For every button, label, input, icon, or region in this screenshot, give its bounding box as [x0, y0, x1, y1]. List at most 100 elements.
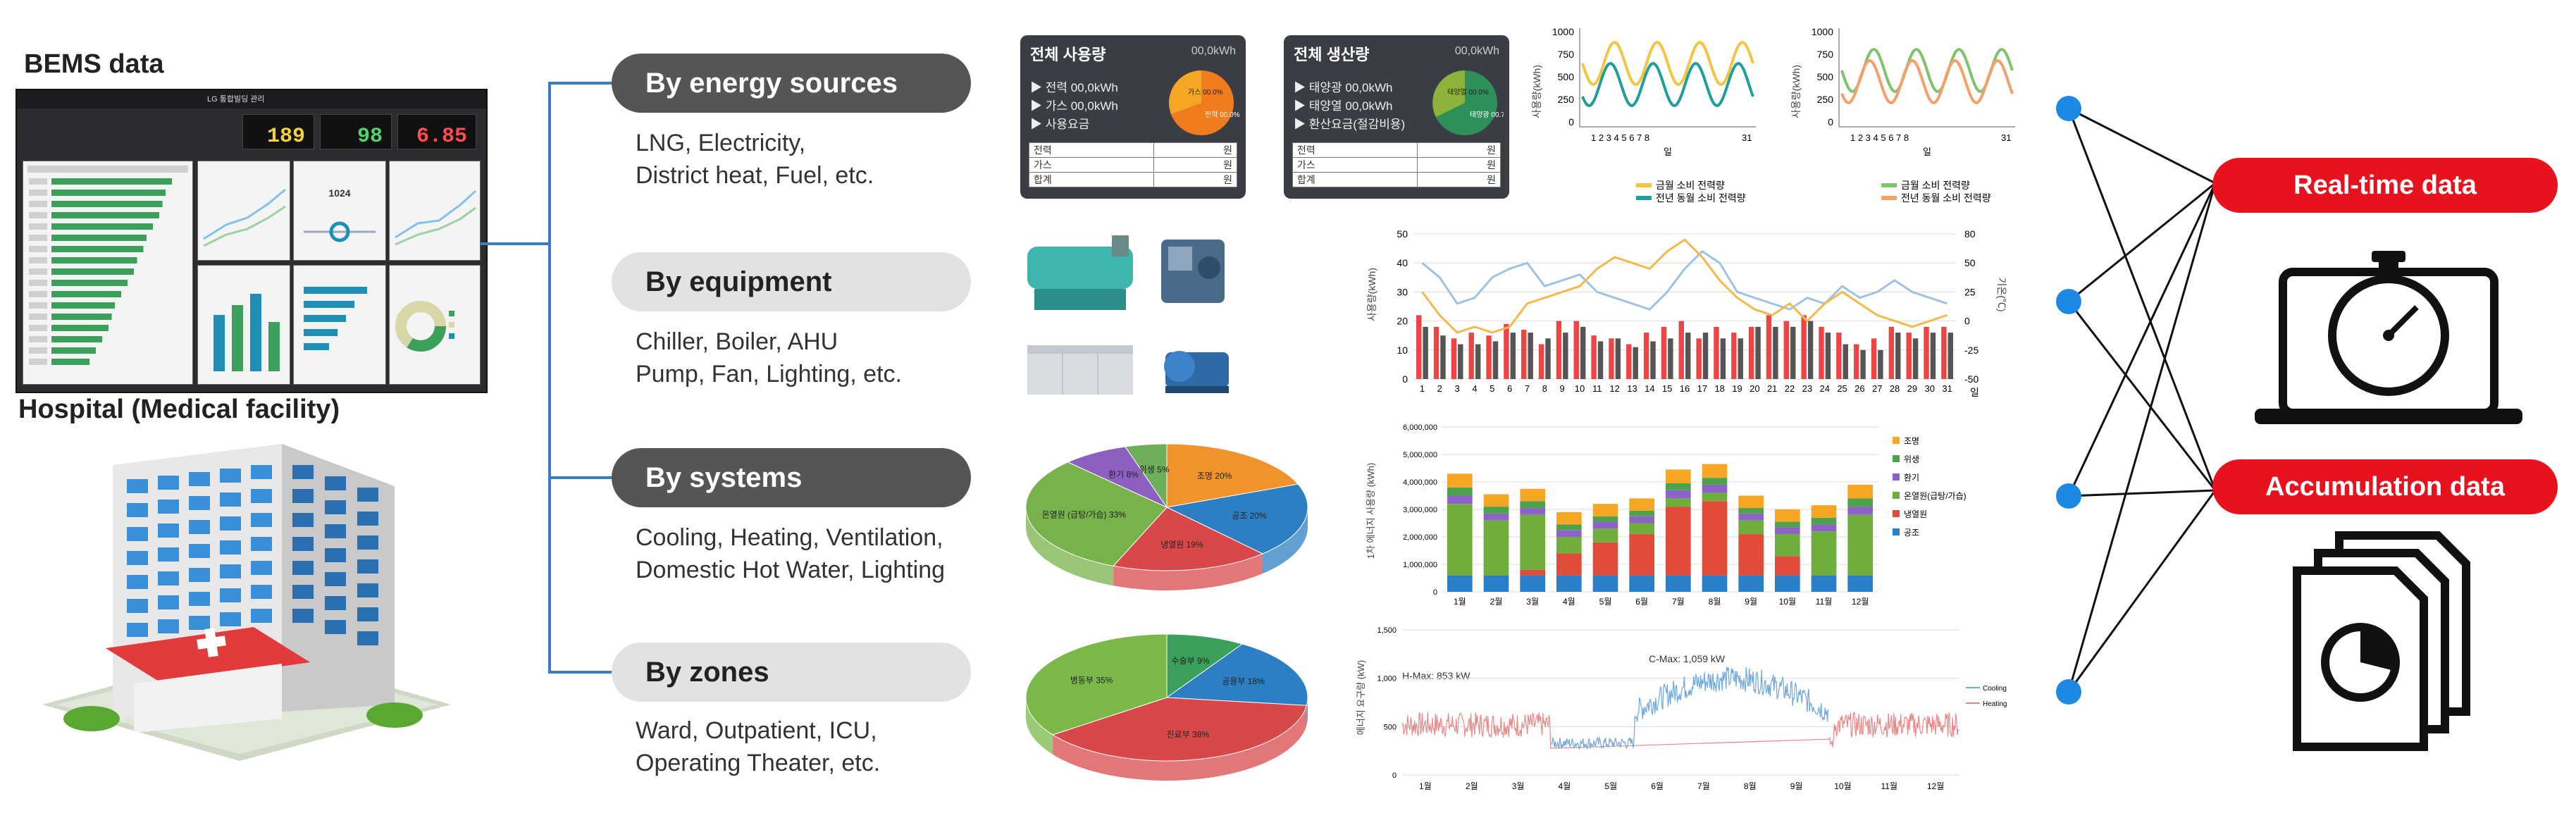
axis-label: 사용량(kWh)	[1366, 268, 1377, 321]
stacked-bar-segment	[1775, 556, 1800, 576]
category-equipment: By equipment	[612, 252, 971, 311]
tick-label: 1000	[1812, 26, 1833, 37]
tick-label: 80	[1964, 228, 1976, 240]
axis-label: 에너지 요구량 (kW)	[1356, 660, 1366, 735]
stacked-bar-segment	[1811, 575, 1837, 592]
dashboard-bar-label	[29, 268, 47, 275]
bar-list-graphic	[27, 166, 188, 365]
dashboard-bar	[51, 212, 159, 218]
tick-label: 9	[1560, 383, 1565, 394]
stacked-bar-segment	[1592, 575, 1618, 592]
pie-slice-side	[1113, 553, 1263, 590]
ahu-icon	[1027, 345, 1133, 395]
gauge-graphic: 1024	[304, 187, 376, 242]
table-cell: 가스	[1292, 157, 1418, 173]
window	[325, 620, 346, 634]
tick-label: 500	[1558, 71, 1575, 82]
stacked-bar-segment	[1629, 498, 1654, 511]
category-desc-line: Operating Theater, etc.	[636, 750, 881, 776]
stacked-bar-segment	[1447, 473, 1473, 488]
stacked-bar-segment	[1666, 507, 1691, 576]
tick-label: 29	[1907, 383, 1917, 394]
window	[189, 592, 210, 606]
connector-horizontal	[481, 242, 550, 245]
tick-label: 11월	[1881, 781, 1898, 791]
bar	[1853, 344, 1859, 379]
data-node-2	[2056, 289, 2081, 314]
bar	[1912, 338, 1919, 379]
dashboard-bar	[51, 325, 109, 331]
stacked-bar-segment	[1592, 504, 1618, 516]
bar	[1486, 335, 1492, 379]
window	[220, 564, 241, 578]
bar	[1510, 333, 1516, 379]
bar	[1836, 333, 1842, 379]
category-desc-line: Pump, Fan, Lighting, etc.	[636, 361, 902, 388]
legend-label: 금월 소비 전력량	[1656, 180, 1725, 191]
legend-label: 온열원(급탕/가습)	[1904, 491, 1967, 501]
bar	[1807, 321, 1814, 379]
summary-table: 전력 원 가스 원 합계 원	[1029, 142, 1238, 187]
bar	[1924, 326, 1929, 379]
column-graphic	[213, 294, 280, 371]
bar	[1702, 333, 1709, 379]
window	[292, 561, 314, 575]
bar	[1626, 344, 1632, 379]
window	[357, 535, 378, 550]
category-desc-line: LNG, Electricity,	[636, 130, 806, 156]
dashboard-bar	[51, 246, 144, 252]
tick-label: 0	[1828, 116, 1833, 128]
connector-branch-zones	[548, 671, 613, 674]
stacked-bar-segment	[1702, 501, 1728, 576]
dashboard-bar	[51, 302, 115, 309]
bar	[1755, 326, 1761, 379]
tick-label: 1,000,000	[1403, 561, 1437, 569]
tick-label: 30	[1925, 383, 1935, 394]
dashboard-bar	[51, 359, 89, 365]
stacked-bar-segment	[1738, 575, 1764, 592]
window	[357, 559, 378, 574]
legend-swatch	[1893, 437, 1900, 444]
hospital-title: Hospital (Medical facility)	[18, 395, 340, 424]
tick-label: 4월	[1563, 597, 1575, 607]
stacked-bar-segment	[1483, 494, 1509, 507]
stacked-bar-segment	[1702, 492, 1728, 502]
tick-label: 10월	[1779, 597, 1796, 607]
stacked-bar-segment	[1520, 569, 1545, 576]
stacked-bar-segment	[1520, 575, 1545, 592]
stacked-bar-segment	[1738, 534, 1764, 576]
stacked-bar-segment	[1702, 478, 1728, 485]
window	[251, 489, 272, 503]
dashboard-bar-label	[29, 246, 47, 252]
connector-branch-energy	[548, 82, 613, 85]
summary-line: ▶ 환산요금(절감비용)	[1294, 118, 1406, 131]
bar	[1661, 326, 1667, 379]
tick-label: 250	[1817, 94, 1834, 105]
x-ticks: 1 2 3 4 5 6 7 8	[1850, 132, 1909, 143]
series-line	[1581, 41, 1754, 86]
tick-label: 250	[1558, 94, 1575, 105]
bar	[1801, 315, 1807, 379]
bar	[1556, 321, 1562, 379]
window	[127, 479, 148, 493]
tick-label: 500	[1384, 723, 1397, 731]
bar	[1528, 333, 1533, 379]
tick-label: 20	[1397, 316, 1408, 327]
pie-slice	[1025, 461, 1168, 566]
stacked-bar-segment	[1556, 524, 1582, 531]
kpi-value: 189	[266, 125, 305, 149]
window	[325, 524, 346, 538]
tick-label: 31	[1942, 383, 1952, 394]
stacked-bar-segment	[1666, 483, 1691, 490]
dashboard-app-title: LG 통합빌딩 관리	[207, 95, 265, 104]
summary-pie: 가스 00.0% 전력 00.0%	[1169, 70, 1240, 135]
summary-header: 전체 생산량	[1294, 46, 1370, 63]
pie-label: 공조 20%	[1232, 511, 1267, 521]
window	[220, 492, 241, 507]
bar	[1423, 326, 1428, 379]
bar	[1475, 344, 1481, 379]
connector-vertical	[548, 82, 551, 674]
window	[189, 544, 210, 558]
bar	[1941, 326, 1947, 379]
pie-slice	[1067, 446, 1168, 509]
